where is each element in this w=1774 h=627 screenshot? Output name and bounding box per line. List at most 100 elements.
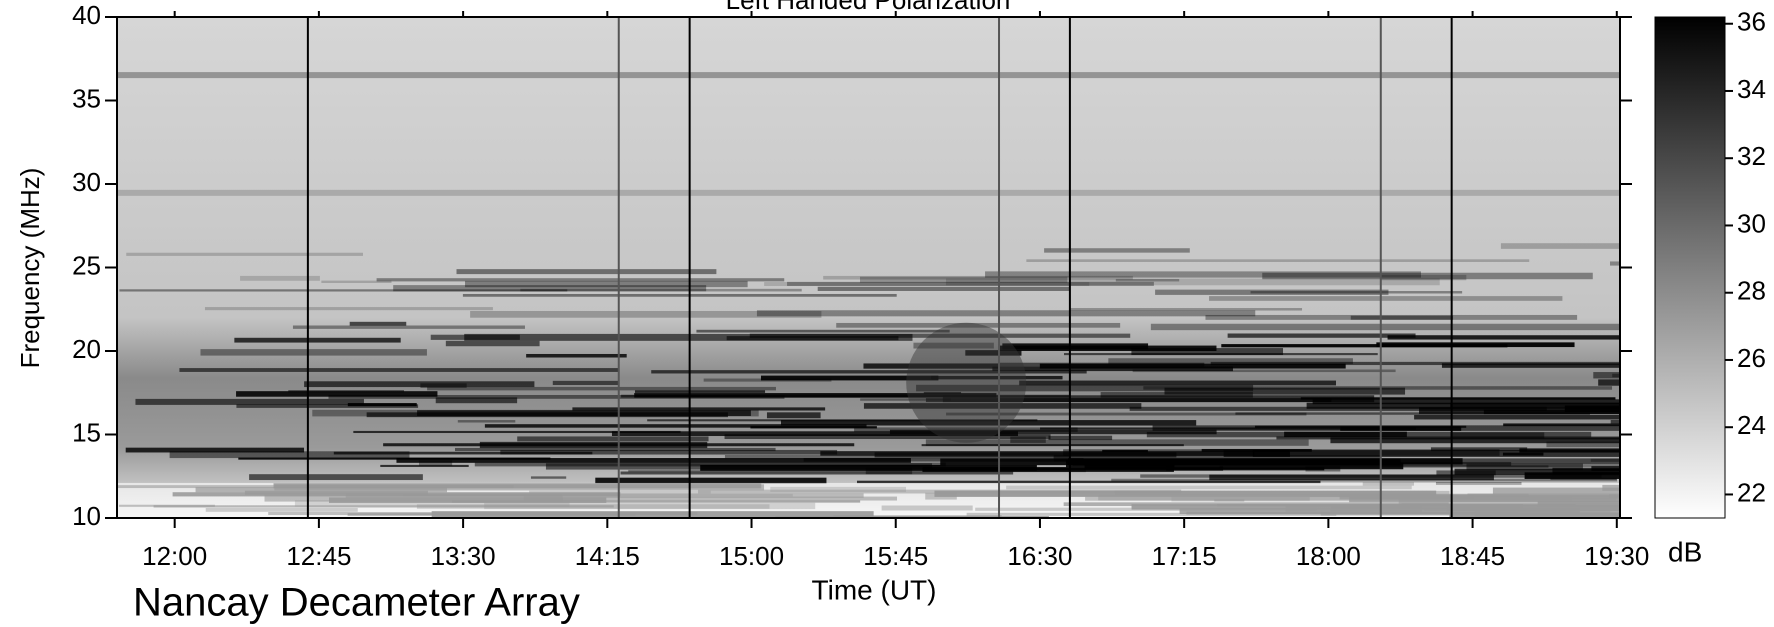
spectrogram-streak <box>1524 472 1620 479</box>
spectrogram-streak <box>1084 462 1404 470</box>
spectrogram-streak <box>462 293 897 297</box>
spectrogram-streak <box>651 370 1087 374</box>
x-tick-label: 12:45 <box>286 541 351 571</box>
spectrogram-streak <box>236 391 438 397</box>
x-tick-label: 12:00 <box>142 541 207 571</box>
spectrogram-streak <box>1146 431 1592 438</box>
spectrogram-streak <box>353 430 681 434</box>
colorbar-label: dB <box>1668 536 1702 567</box>
spectrogram-streak <box>457 420 516 423</box>
x-tick-label: 16:30 <box>1007 541 1072 571</box>
spectrogram-streak <box>1414 414 1620 420</box>
spectrogram-streak <box>859 276 1068 283</box>
spectrogram-band <box>117 189 1620 196</box>
spectrogram-streak <box>965 350 1022 356</box>
spectrogram-streak <box>1350 315 1454 320</box>
x-tick-label: 15:45 <box>863 541 928 571</box>
spectrogram-streak <box>1129 406 1547 411</box>
spectrogram-streak <box>1593 372 1620 379</box>
spectrogram-streak <box>1224 458 1620 465</box>
spectrogram-streak <box>530 476 567 479</box>
spectrogram-streak <box>1102 449 1148 453</box>
spectrogram-streak <box>1150 323 1620 331</box>
spectrogram-streak <box>552 380 620 386</box>
colorbar-tick-label: 22 <box>1737 477 1766 507</box>
colorbar-tick-label: 34 <box>1737 74 1766 104</box>
spectrogram-streak <box>1564 405 1620 412</box>
spectrogram-streak <box>696 329 950 333</box>
spectrogram-streak <box>817 286 1070 291</box>
spectrogram-streak <box>945 278 1440 286</box>
spectrogram-streak <box>1221 344 1508 348</box>
spectrogram-streak <box>1454 468 1620 475</box>
colorbar-tick-label: 30 <box>1737 208 1766 238</box>
spectrogram-streak <box>470 310 822 318</box>
spectrogram-streak <box>863 403 1142 409</box>
spectrogram-streak <box>931 375 1063 380</box>
spectrogram-streak <box>1340 426 1462 431</box>
colorbar <box>1654 16 1726 519</box>
spectrogram-streak <box>766 412 821 419</box>
colorbar-tick-label: 28 <box>1737 276 1766 306</box>
x-tick-label: 15:00 <box>719 541 784 571</box>
spectrogram-streak <box>1209 474 1494 481</box>
spectrogram-streak <box>970 467 1325 471</box>
spectrogram-streak <box>1100 392 1253 398</box>
spectrogram-streak <box>1235 412 1590 415</box>
spectrogram-streak <box>647 419 1038 422</box>
spectrogram-streak <box>764 282 1090 287</box>
spectrogram-streak <box>992 366 1233 372</box>
spectrogram-streak <box>756 310 1256 317</box>
spectrogram-streak <box>1252 450 1290 457</box>
spectrogram-streak <box>435 397 518 404</box>
spectrogram-streak <box>349 321 407 326</box>
spectrogram-streak <box>304 381 535 388</box>
spectrogram-streak <box>998 345 1217 352</box>
y-tick-label: 30 <box>72 167 101 197</box>
spectrogram-streak <box>445 340 540 347</box>
spectrogram-streak <box>863 363 1000 369</box>
spectrogram-streak <box>1053 455 1381 462</box>
spectrogram-streak <box>572 407 826 411</box>
x-tick-label: 13:30 <box>431 541 496 571</box>
spectrogram <box>117 17 1620 518</box>
spectrogram-streak <box>321 280 392 284</box>
spectrogram-lowband <box>117 482 1620 518</box>
spectrogram-streak <box>1590 458 1620 462</box>
spectrogram-streak <box>1010 436 1046 443</box>
spectrogram-streak <box>1209 296 1563 301</box>
spectrogram-streak <box>200 349 427 356</box>
spectrogram-streak <box>1201 448 1312 452</box>
spectrogram-streak <box>1070 308 1303 311</box>
spectrogram-streak <box>456 269 717 275</box>
spectrogram-streak <box>380 464 469 467</box>
spectrogram-streak <box>1306 402 1620 409</box>
spectrogram-streak <box>312 409 759 417</box>
x-tick-label: 18:00 <box>1296 541 1361 571</box>
spectrogram-streak <box>484 424 867 428</box>
spectrogram-streak <box>1205 314 1578 320</box>
spectrogram-streak <box>234 337 401 343</box>
spectrogram-streak <box>1164 387 1406 395</box>
y-tick-label: 20 <box>72 334 101 364</box>
spectrogram-streak <box>1250 291 1463 294</box>
spectrogram-band <box>117 72 1620 79</box>
spectrogram-streak <box>628 469 1086 473</box>
spectrogram-streak <box>1019 380 1336 386</box>
spectrogram-streak <box>634 393 997 398</box>
spectrogram-streak <box>1312 399 1620 405</box>
spectrogram-streak <box>1598 379 1620 386</box>
spectrogram-streak <box>464 333 913 341</box>
spectrogram-streak <box>611 431 1018 437</box>
y-tick-label: 25 <box>72 250 101 280</box>
spectrogram-streak <box>724 434 1051 440</box>
colorbar-tick-label: 26 <box>1737 343 1766 373</box>
spectrogram-streak <box>760 375 939 381</box>
y-tick-label: 15 <box>72 417 101 447</box>
colorbar-tick-label: 32 <box>1737 141 1766 171</box>
spectrogram-streak <box>520 288 802 292</box>
spectrogram-streak <box>418 460 453 466</box>
x-tick-label: 14:15 <box>575 541 640 571</box>
spectrogram-streak <box>1591 466 1620 471</box>
